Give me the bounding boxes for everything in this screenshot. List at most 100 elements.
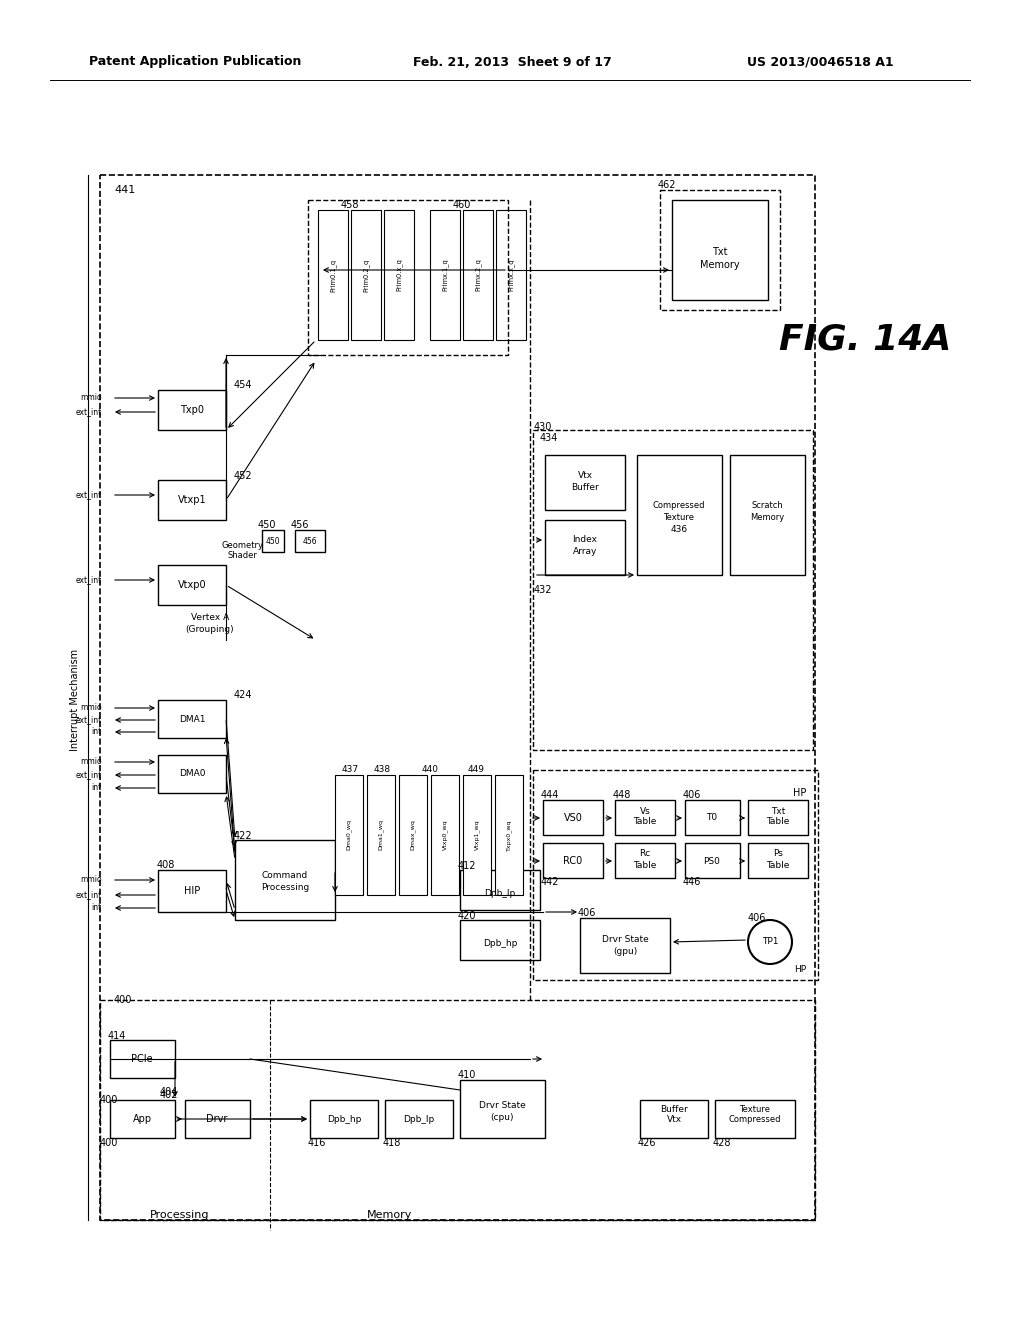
Text: Primx.1_q: Primx.1_q bbox=[441, 259, 449, 292]
Text: HP: HP bbox=[794, 965, 806, 974]
Text: Compressed: Compressed bbox=[652, 500, 706, 510]
Bar bbox=[463, 775, 490, 895]
Text: 400: 400 bbox=[100, 1096, 119, 1105]
Bar bbox=[748, 843, 808, 878]
Bar bbox=[430, 210, 460, 341]
Text: DMA0: DMA0 bbox=[179, 770, 205, 779]
Text: (Grouping): (Grouping) bbox=[185, 624, 234, 634]
Text: mmio: mmio bbox=[80, 758, 102, 767]
Text: Texture: Texture bbox=[664, 512, 694, 521]
Text: Processing: Processing bbox=[151, 1210, 210, 1220]
Bar bbox=[615, 843, 675, 878]
Bar bbox=[615, 800, 675, 836]
Text: Txt: Txt bbox=[713, 247, 728, 257]
Text: Memory: Memory bbox=[700, 260, 739, 271]
Text: 454: 454 bbox=[234, 380, 253, 389]
Text: 449: 449 bbox=[468, 766, 484, 775]
Text: 460: 460 bbox=[453, 201, 471, 210]
Text: Primx.x_q: Primx.x_q bbox=[508, 259, 514, 292]
Text: Table: Table bbox=[633, 861, 656, 870]
Text: Table: Table bbox=[766, 861, 790, 870]
Text: 410: 410 bbox=[458, 1071, 476, 1080]
Text: Memory: Memory bbox=[750, 512, 784, 521]
Text: 432: 432 bbox=[534, 585, 553, 595]
Text: 446: 446 bbox=[683, 876, 701, 887]
Bar bbox=[399, 775, 427, 895]
Text: Dpb_lp: Dpb_lp bbox=[484, 888, 516, 898]
Text: HIP: HIP bbox=[184, 886, 200, 896]
Text: 437: 437 bbox=[341, 766, 358, 775]
Bar bbox=[463, 210, 493, 341]
Text: 400: 400 bbox=[100, 1138, 119, 1148]
Text: Vtxp0: Vtxp0 bbox=[178, 579, 206, 590]
Text: Buffer: Buffer bbox=[571, 483, 599, 491]
Bar bbox=[158, 389, 226, 430]
Bar bbox=[384, 210, 414, 341]
Text: Dpb_hp: Dpb_hp bbox=[327, 1114, 361, 1123]
Bar bbox=[385, 1100, 453, 1138]
Bar bbox=[310, 1100, 378, 1138]
Text: 442: 442 bbox=[541, 876, 559, 887]
Text: ext_int: ext_int bbox=[76, 576, 102, 585]
Bar bbox=[110, 1100, 175, 1138]
Bar bbox=[158, 870, 226, 912]
Text: (cpu): (cpu) bbox=[490, 1113, 514, 1122]
Text: Drvr State: Drvr State bbox=[602, 936, 648, 945]
Bar bbox=[460, 1080, 545, 1138]
Bar bbox=[158, 755, 226, 793]
Text: 420: 420 bbox=[458, 911, 476, 921]
Bar bbox=[640, 1100, 708, 1138]
Bar bbox=[234, 840, 335, 920]
Text: HP: HP bbox=[794, 788, 807, 799]
Bar bbox=[308, 201, 508, 355]
Bar bbox=[351, 210, 381, 341]
Text: 422: 422 bbox=[234, 832, 253, 841]
Text: Vtx: Vtx bbox=[578, 470, 593, 479]
Text: 416: 416 bbox=[308, 1138, 327, 1148]
Bar bbox=[543, 800, 603, 836]
Text: RC0: RC0 bbox=[563, 855, 583, 866]
Text: Dpb_lp: Dpb_lp bbox=[403, 1114, 434, 1123]
Text: ext_int: ext_int bbox=[76, 891, 102, 899]
Text: 404: 404 bbox=[160, 1086, 178, 1097]
Text: Vtxp1: Vtxp1 bbox=[178, 495, 206, 506]
Bar bbox=[637, 455, 722, 576]
Bar bbox=[460, 920, 540, 960]
Text: Vertex A: Vertex A bbox=[190, 614, 229, 623]
Text: 456: 456 bbox=[291, 520, 309, 531]
Text: ext_int: ext_int bbox=[76, 491, 102, 499]
Text: 458: 458 bbox=[341, 201, 359, 210]
Text: FIG. 14A: FIG. 14A bbox=[779, 323, 951, 356]
Text: 402: 402 bbox=[160, 1090, 178, 1100]
Text: Shader: Shader bbox=[227, 550, 257, 560]
Bar bbox=[534, 770, 818, 979]
Text: 452: 452 bbox=[234, 471, 253, 480]
Bar bbox=[495, 775, 523, 895]
Text: TP1: TP1 bbox=[762, 937, 778, 946]
Text: Txpx0_wq: Txpx0_wq bbox=[506, 820, 512, 851]
Text: PS0: PS0 bbox=[703, 857, 721, 866]
Text: 400: 400 bbox=[114, 995, 132, 1005]
Text: Dma0_wq: Dma0_wq bbox=[346, 820, 352, 850]
Text: 436: 436 bbox=[671, 525, 687, 535]
Text: Prim0.2_q: Prim0.2_q bbox=[362, 259, 370, 292]
Bar bbox=[431, 775, 459, 895]
Text: 444: 444 bbox=[541, 789, 559, 800]
Text: 418: 418 bbox=[383, 1138, 401, 1148]
Text: int: int bbox=[92, 903, 102, 912]
Text: 450: 450 bbox=[265, 536, 281, 545]
Text: 462: 462 bbox=[658, 180, 677, 190]
Text: Compressed: Compressed bbox=[729, 1114, 781, 1123]
Bar bbox=[672, 201, 768, 300]
Bar bbox=[100, 176, 815, 1220]
Text: (gpu): (gpu) bbox=[613, 948, 637, 957]
Text: Vtxp1_wq: Vtxp1_wq bbox=[474, 820, 480, 850]
Bar bbox=[748, 800, 808, 836]
Text: Buffer: Buffer bbox=[660, 1105, 688, 1114]
Bar bbox=[545, 455, 625, 510]
Text: Table: Table bbox=[766, 817, 790, 826]
Text: US 2013/0046518 A1: US 2013/0046518 A1 bbox=[746, 55, 893, 69]
Bar bbox=[685, 843, 740, 878]
Text: Dmax_wq: Dmax_wq bbox=[411, 820, 416, 850]
Text: PCIe: PCIe bbox=[131, 1053, 153, 1064]
